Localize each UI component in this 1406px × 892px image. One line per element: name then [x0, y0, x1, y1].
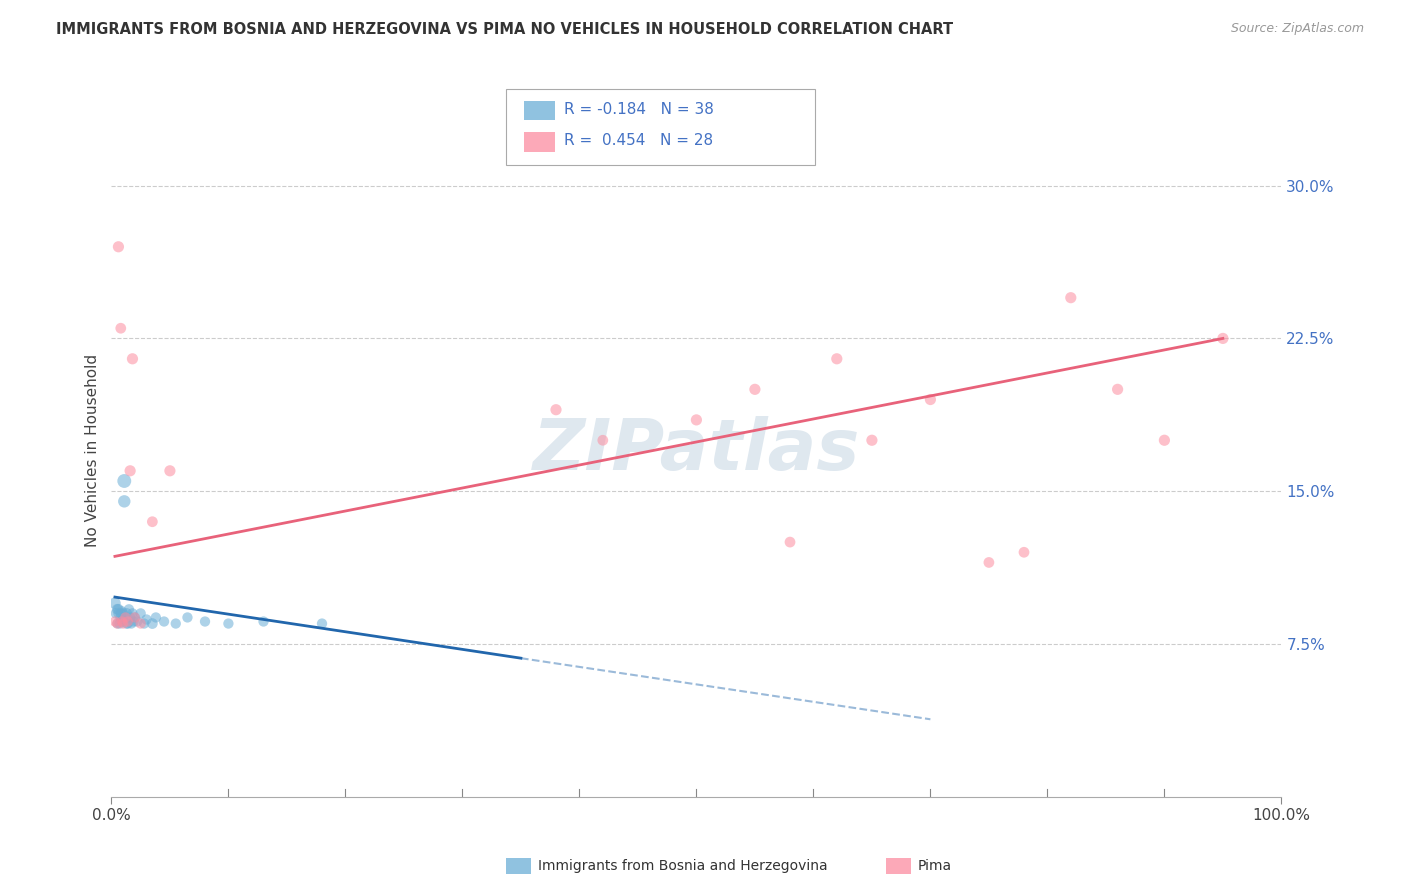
Point — [120, 464, 142, 478]
Point — [860, 434, 883, 448]
Point — [129, 616, 152, 631]
Point — [112, 616, 135, 631]
Point — [122, 615, 145, 629]
Point — [920, 392, 942, 407]
Text: IMMIGRANTS FROM BOSNIA AND HERZEGOVINA VS PIMA NO VEHICLES IN HOUSEHOLD CORRELAT: IMMIGRANTS FROM BOSNIA AND HERZEGOVINA V… — [56, 22, 953, 37]
Point — [176, 610, 198, 624]
Point — [153, 615, 176, 629]
Point — [117, 615, 139, 629]
Point — [311, 616, 333, 631]
Point — [135, 612, 157, 626]
Text: Source: ZipAtlas.com: Source: ZipAtlas.com — [1230, 22, 1364, 36]
Point — [121, 351, 143, 366]
Point — [111, 604, 134, 618]
Text: R =  0.454   N = 28: R = 0.454 N = 28 — [564, 134, 713, 148]
Text: ZIPatlas: ZIPatlas — [533, 416, 860, 485]
Point — [117, 616, 139, 631]
Point — [977, 556, 1000, 570]
Point — [105, 607, 128, 621]
Point — [120, 616, 142, 631]
Point — [127, 615, 149, 629]
Point — [145, 610, 167, 624]
Point — [141, 616, 163, 631]
Point — [107, 607, 129, 621]
Point — [107, 240, 129, 254]
Point — [685, 413, 707, 427]
Point — [110, 607, 132, 621]
Point — [111, 615, 134, 629]
Point — [1060, 291, 1083, 305]
Point — [115, 607, 138, 621]
Point — [107, 602, 129, 616]
Point — [121, 607, 143, 621]
Point — [779, 535, 801, 549]
Point — [1212, 331, 1234, 345]
Point — [112, 612, 135, 626]
Point — [1012, 545, 1035, 559]
Point — [115, 616, 138, 631]
Point — [104, 615, 127, 629]
Point — [114, 610, 136, 624]
Point — [141, 515, 163, 529]
Point — [105, 616, 128, 631]
Point — [252, 615, 274, 629]
Point — [104, 596, 127, 610]
Text: Immigrants from Bosnia and Herzegovina: Immigrants from Bosnia and Herzegovina — [538, 859, 828, 873]
Point — [105, 602, 128, 616]
Y-axis label: No Vehicles in Household: No Vehicles in Household — [86, 354, 100, 547]
Point — [105, 616, 128, 631]
Point — [134, 616, 156, 631]
Point — [129, 607, 152, 621]
Point — [124, 610, 146, 624]
Point — [744, 382, 766, 396]
Point — [118, 602, 141, 616]
Point — [159, 464, 181, 478]
Point — [120, 610, 142, 624]
Point — [1153, 434, 1175, 448]
Point — [592, 434, 614, 448]
Point — [110, 321, 132, 335]
Point — [825, 351, 848, 366]
Point — [194, 615, 217, 629]
Point — [165, 616, 187, 631]
Point — [110, 610, 132, 624]
Point — [217, 616, 239, 631]
Point — [114, 610, 136, 624]
Point — [124, 610, 146, 624]
Point — [112, 494, 135, 508]
Point — [1107, 382, 1129, 396]
Text: Pima: Pima — [918, 859, 952, 873]
Point — [112, 474, 135, 488]
Point — [108, 616, 131, 631]
Text: R = -0.184   N = 38: R = -0.184 N = 38 — [564, 103, 714, 117]
Point — [112, 607, 135, 621]
Point — [544, 402, 567, 417]
Point — [111, 615, 134, 629]
